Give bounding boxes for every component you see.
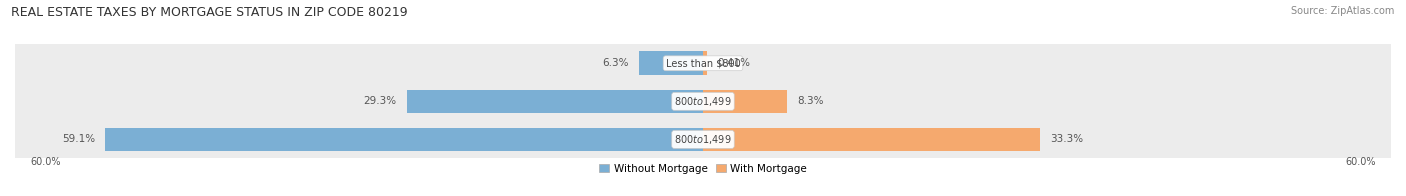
Legend: Without Mortgage, With Mortgage: Without Mortgage, With Mortgage [599,164,807,174]
Text: $800 to $1,499: $800 to $1,499 [675,133,731,146]
Bar [0,82,1406,120]
Bar [0,120,1406,159]
Text: 0.41%: 0.41% [717,58,751,68]
Bar [105,128,703,151]
Text: 59.1%: 59.1% [62,134,96,144]
Bar [640,52,703,75]
Text: 6.3%: 6.3% [603,58,628,68]
Text: 29.3%: 29.3% [363,96,396,106]
Text: Less than $800: Less than $800 [665,58,741,68]
Text: 60.0%: 60.0% [1346,157,1376,167]
Text: 33.3%: 33.3% [1050,134,1083,144]
Bar [703,52,707,75]
Bar [703,90,787,113]
Text: 60.0%: 60.0% [30,157,60,167]
Text: 8.3%: 8.3% [797,96,824,106]
Text: $800 to $1,499: $800 to $1,499 [675,95,731,108]
Text: REAL ESTATE TAXES BY MORTGAGE STATUS IN ZIP CODE 80219: REAL ESTATE TAXES BY MORTGAGE STATUS IN … [11,6,408,19]
Text: Source: ZipAtlas.com: Source: ZipAtlas.com [1291,6,1395,16]
Bar [703,128,1040,151]
Bar [406,90,703,113]
Bar [0,44,1406,82]
